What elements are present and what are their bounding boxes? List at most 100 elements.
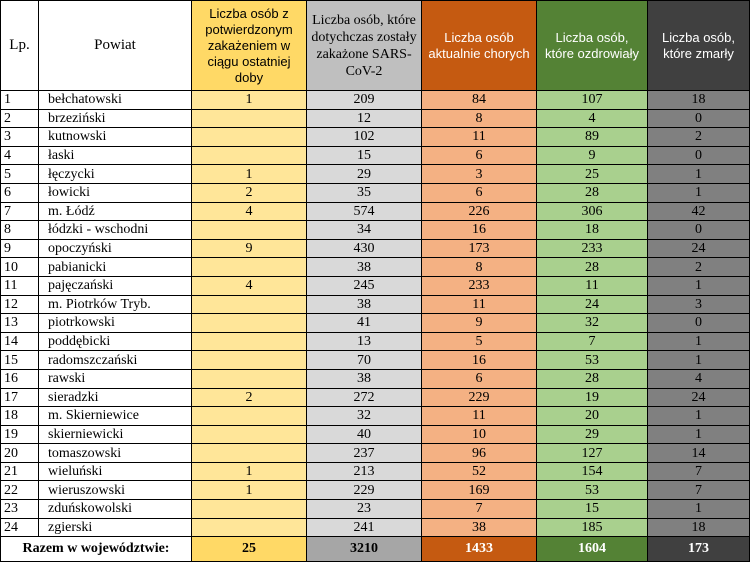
cell-new-cases: 1 (191, 480, 307, 501)
cell-deceased: 18 (647, 90, 750, 110)
cell-deceased: 1 (647, 182, 750, 203)
cell-recovered: 9 (536, 145, 648, 166)
cell-recovered: 18 (536, 220, 648, 240)
cell-lp: 4 (0, 145, 39, 166)
cell-active-cases: 233 (421, 275, 537, 296)
cell-deceased: 24 (647, 238, 750, 259)
cell-powiat: łaski (38, 145, 192, 166)
cell-recovered: 24 (536, 294, 648, 315)
header-deceased: Liczba osób, które zmarły (647, 0, 750, 91)
table-row: 21 wieluński 1 213 52 154 7 (0, 461, 750, 482)
cell-active-cases: 6 (421, 182, 537, 203)
cell-active-cases: 11 (421, 406, 537, 426)
cell-lp: 24 (0, 517, 39, 538)
table-row: 7 m. Łódź 4 574 226 306 42 (0, 201, 750, 222)
cell-new-cases: 9 (191, 238, 307, 259)
cell-active-cases: 11 (421, 294, 537, 315)
cell-deceased: 2 (647, 127, 750, 147)
cell-powiat: pajęczański (38, 275, 192, 296)
cell-recovered: 154 (536, 461, 648, 482)
cell-lp: 10 (0, 257, 39, 277)
cell-deceased: 1 (647, 350, 750, 370)
cell-new-cases (191, 127, 307, 147)
cell-new-cases: 1 (191, 90, 307, 110)
cell-lp: 23 (0, 499, 39, 519)
cell-deceased: 18 (647, 517, 750, 538)
cell-lp: 17 (0, 387, 39, 408)
cell-total-cases: 41 (306, 313, 422, 333)
table-row: 14 poddębicki 13 5 7 1 (0, 331, 750, 352)
cell-active-cases: 16 (421, 220, 537, 240)
cell-lp: 7 (0, 201, 39, 222)
cell-lp: 5 (0, 164, 39, 184)
cell-active-cases: 229 (421, 387, 537, 408)
cell-total-cases: 32 (306, 406, 422, 426)
cell-recovered: 4 (536, 108, 648, 129)
table-row: 17 sieradzki 2 272 229 19 24 (0, 387, 750, 408)
cell-powiat: zgierski (38, 517, 192, 538)
cell-recovered: 28 (536, 257, 648, 277)
header-total-cases: Liczba osób, które dotychczas zostały za… (306, 0, 422, 91)
cell-lp: 21 (0, 461, 39, 482)
cell-active-cases: 5 (421, 331, 537, 352)
cell-new-cases: 2 (191, 182, 307, 203)
cell-total-cases: 229 (306, 480, 422, 501)
cell-total-cases: 102 (306, 127, 422, 147)
cell-powiat: m. Łódź (38, 201, 192, 222)
cell-powiat: łowicki (38, 182, 192, 203)
cell-recovered: 25 (536, 164, 648, 184)
cell-recovered: 28 (536, 182, 648, 203)
cell-new-cases (191, 220, 307, 240)
cell-total-cases: 70 (306, 350, 422, 370)
cell-new-cases (191, 350, 307, 370)
cell-deceased: 1 (647, 406, 750, 426)
header-recovered: Liczba osób, które ozdrowiały (536, 0, 648, 91)
cell-deceased: 7 (647, 461, 750, 482)
cell-deceased: 0 (647, 145, 750, 166)
cell-lp: 19 (0, 424, 39, 445)
cell-powiat: łódzki - wschodni (38, 220, 192, 240)
cell-new-cases (191, 108, 307, 129)
cell-recovered: 53 (536, 480, 648, 501)
cell-total-cases: 574 (306, 201, 422, 222)
cell-powiat: tomaszowski (38, 443, 192, 463)
total-label: Razem w województwie: (0, 536, 192, 563)
cell-powiat: m. Piotrków Tryb. (38, 294, 192, 315)
table-row: 11 pajęczański 4 245 233 11 1 (0, 275, 750, 296)
cell-recovered: 15 (536, 499, 648, 519)
cell-recovered: 28 (536, 368, 648, 389)
cell-lp: 18 (0, 406, 39, 426)
cell-deceased: 1 (647, 164, 750, 184)
cell-active-cases: 9 (421, 313, 537, 333)
table-body: 1 bełchatowski 1 209 84 107 18 2 brzeziński 12 8 4 0… (0, 90, 750, 538)
cell-powiat: zduńskowolski (38, 499, 192, 519)
table-row: 16 rawski 38 6 28 4 (0, 368, 750, 389)
cell-new-cases: 4 (191, 201, 307, 222)
cell-new-cases: 1 (191, 461, 307, 482)
cell-lp: 9 (0, 238, 39, 259)
cell-total-cases: 38 (306, 257, 422, 277)
total-total-cases: 3210 (306, 536, 422, 563)
table-row: 23 zduńskowolski 23 7 15 1 (0, 499, 750, 519)
cell-active-cases: 84 (421, 90, 537, 110)
cell-recovered: 29 (536, 424, 648, 445)
cell-powiat: wieruszowski (38, 480, 192, 501)
cell-lp: 6 (0, 182, 39, 203)
cell-active-cases: 3 (421, 164, 537, 184)
cell-new-cases (191, 443, 307, 463)
table-row: 9 opoczyński 9 430 173 233 24 (0, 238, 750, 259)
cell-powiat: poddębicki (38, 331, 192, 352)
cell-new-cases (191, 294, 307, 315)
cell-lp: 16 (0, 368, 39, 389)
cell-total-cases: 13 (306, 331, 422, 352)
cell-active-cases: 173 (421, 238, 537, 259)
cell-deceased: 1 (647, 275, 750, 296)
table-row: 2 brzeziński 12 8 4 0 (0, 108, 750, 129)
cell-active-cases: 96 (421, 443, 537, 463)
cell-new-cases (191, 331, 307, 352)
cell-new-cases: 4 (191, 275, 307, 296)
cell-active-cases: 6 (421, 368, 537, 389)
cell-total-cases: 15 (306, 145, 422, 166)
cell-deceased: 3 (647, 294, 750, 315)
